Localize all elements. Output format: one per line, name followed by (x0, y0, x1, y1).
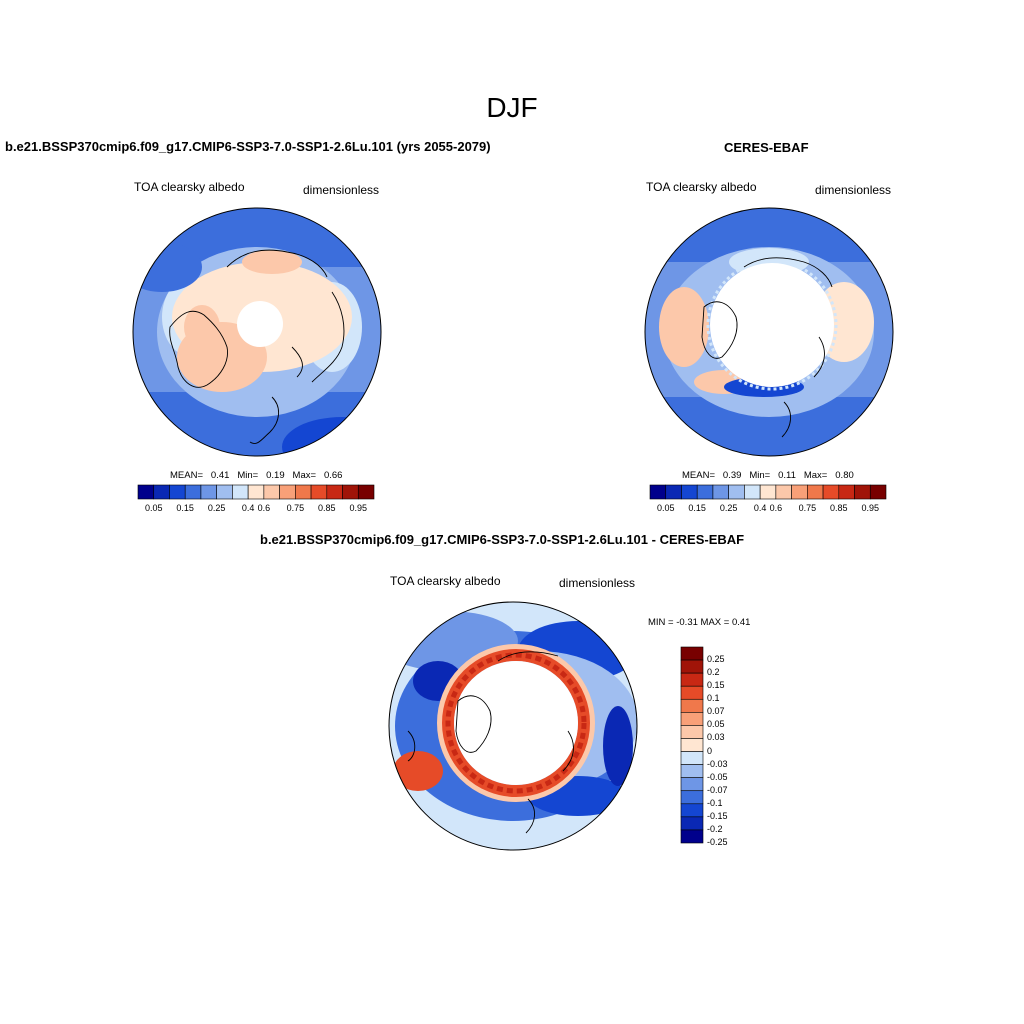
colorbar-tick-label: -0.03 (707, 758, 728, 769)
colorbar-swatch (680, 712, 704, 726)
colorbar-tick-label: -0.1 (707, 797, 723, 808)
panel-1-variable: TOA clearsky albedo (134, 180, 245, 194)
colorbar-swatch (153, 484, 170, 500)
panel-1-title: b.e21.BSSP370cmip6.f09_g17.CMIP6-SSP3-7.… (5, 139, 491, 154)
colorbar-swatch (169, 484, 186, 500)
colorbar-swatch (342, 484, 359, 500)
colorbar-tick-label: 0.95 (349, 503, 368, 513)
colorbar-tick-label: 0.15 (688, 503, 706, 513)
colorbar-swatch (680, 646, 704, 661)
colorbar-tick-label: 0.15 (707, 680, 725, 691)
colorbar-tick-label: 0 (707, 745, 713, 756)
colorbar-swatch (326, 484, 343, 500)
panel-1-units: dimensionless (303, 183, 380, 197)
colorbar-swatch (247, 484, 265, 500)
panel-2-map (644, 207, 894, 457)
colorbar-tick-label: -0.2 (707, 823, 723, 834)
colorbar-tick-label: 0.75 (286, 503, 305, 513)
colorbar-swatch (681, 484, 698, 500)
colorbar-tick-label: 0.25 (207, 503, 226, 513)
colorbar-tick-label: 0.05 (707, 719, 725, 730)
colorbar-tick-label: 0.4 (753, 503, 767, 513)
colorbar-swatch (728, 484, 745, 500)
panel-3-colorbar (680, 646, 704, 844)
panel-2-variable: TOA clearsky albedo (646, 180, 757, 194)
colorbar-tick-label: 0.25 (707, 654, 725, 665)
colorbar-swatch (680, 685, 704, 700)
colorbar-swatch (680, 725, 704, 739)
colorbar-swatch (665, 484, 682, 500)
panel-3-variable: TOA clearsky albedo (390, 574, 501, 588)
panel-2-units: dimensionless (815, 183, 892, 197)
colorbar-swatch (184, 484, 202, 500)
colorbar-swatch (680, 829, 704, 844)
panel-1-map (132, 207, 382, 457)
colorbar-tick-label: -0.15 (707, 810, 728, 821)
panel-3-title: b.e21.BSSP370cmip6.f09_g17.CMIP6-SSP3-7.… (260, 532, 745, 547)
colorbar-tick-label: -0.05 (707, 771, 728, 782)
colorbar-tick-label: 0.4 (241, 503, 255, 513)
colorbar-swatch (712, 484, 729, 500)
panel-3-minmax: MIN = -0.31 MAX = 0.41 (648, 617, 751, 628)
colorbar-swatch (216, 484, 233, 500)
colorbar-swatch (854, 484, 871, 500)
colorbar-swatch (680, 751, 704, 765)
colorbar-swatch (791, 484, 808, 500)
panel-1-colorbar (137, 484, 375, 500)
colorbar-swatch (649, 484, 667, 500)
colorbar-swatch (775, 484, 792, 500)
panel-1-stats: MEAN= 0.41 Min= 0.19 Max= 0.66 (170, 470, 343, 481)
colorbar-tick-label: 0.85 (830, 503, 848, 513)
panel-2-colorbar (649, 484, 887, 500)
colorbar-tick-label: 0.15 (176, 503, 194, 513)
colorbar-tick-label: 0.05 (656, 503, 675, 513)
colorbar-swatch (200, 484, 217, 500)
colorbar-tick-label: 0.95 (861, 503, 880, 513)
colorbar-tick-label: 0.6 (769, 503, 783, 513)
colorbar-tick-label: 0.75 (798, 503, 817, 513)
colorbar-tick-label: 0.03 (707, 732, 725, 743)
colorbar-swatch (759, 484, 777, 500)
colorbar-swatch (680, 777, 704, 792)
colorbar-tick-label: 0.07 (707, 706, 725, 717)
colorbar-swatch (869, 484, 887, 500)
colorbar-swatch (680, 698, 704, 713)
panel-3-map (388, 601, 638, 851)
colorbar-swatch (680, 764, 704, 778)
colorbar-tick-label: -0.25 (707, 837, 728, 847)
colorbar-swatch (310, 484, 328, 500)
colorbar-swatch (680, 738, 704, 752)
colorbar-tick-label: 0.2 (707, 667, 720, 678)
panel-2-title: CERES-EBAF (724, 140, 809, 155)
colorbar-swatch (744, 484, 761, 500)
colorbar-tick-label: -0.07 (707, 784, 728, 795)
colorbar-swatch (680, 672, 704, 687)
colorbar-swatch (680, 790, 704, 805)
colorbar-tick-label: 0.85 (318, 503, 336, 513)
colorbar-swatch (680, 803, 704, 818)
colorbar-swatch (279, 484, 296, 500)
colorbar-swatch (838, 484, 855, 500)
page-title: DJF (486, 92, 538, 123)
colorbar-swatch (357, 484, 375, 500)
colorbar-swatch (680, 659, 704, 674)
colorbar-swatch (232, 484, 249, 500)
colorbar-swatch (295, 484, 312, 500)
panel-3-units: dimensionless (559, 576, 636, 590)
colorbar-swatch (807, 484, 824, 500)
colorbar-tick-label: 0.25 (719, 503, 738, 513)
colorbar-swatch (680, 816, 704, 831)
colorbar-swatch (263, 484, 280, 500)
colorbar-swatch (137, 484, 155, 500)
colorbar-tick-label: 0.05 (144, 503, 163, 513)
colorbar-tick-label: 0.1 (707, 693, 720, 704)
colorbar-swatch (696, 484, 714, 500)
colorbar-tick-label: 0.6 (257, 503, 271, 513)
colorbar-swatch (822, 484, 840, 500)
panel-2-stats: MEAN= 0.39 Min= 0.11 Max= 0.80 (682, 470, 854, 481)
